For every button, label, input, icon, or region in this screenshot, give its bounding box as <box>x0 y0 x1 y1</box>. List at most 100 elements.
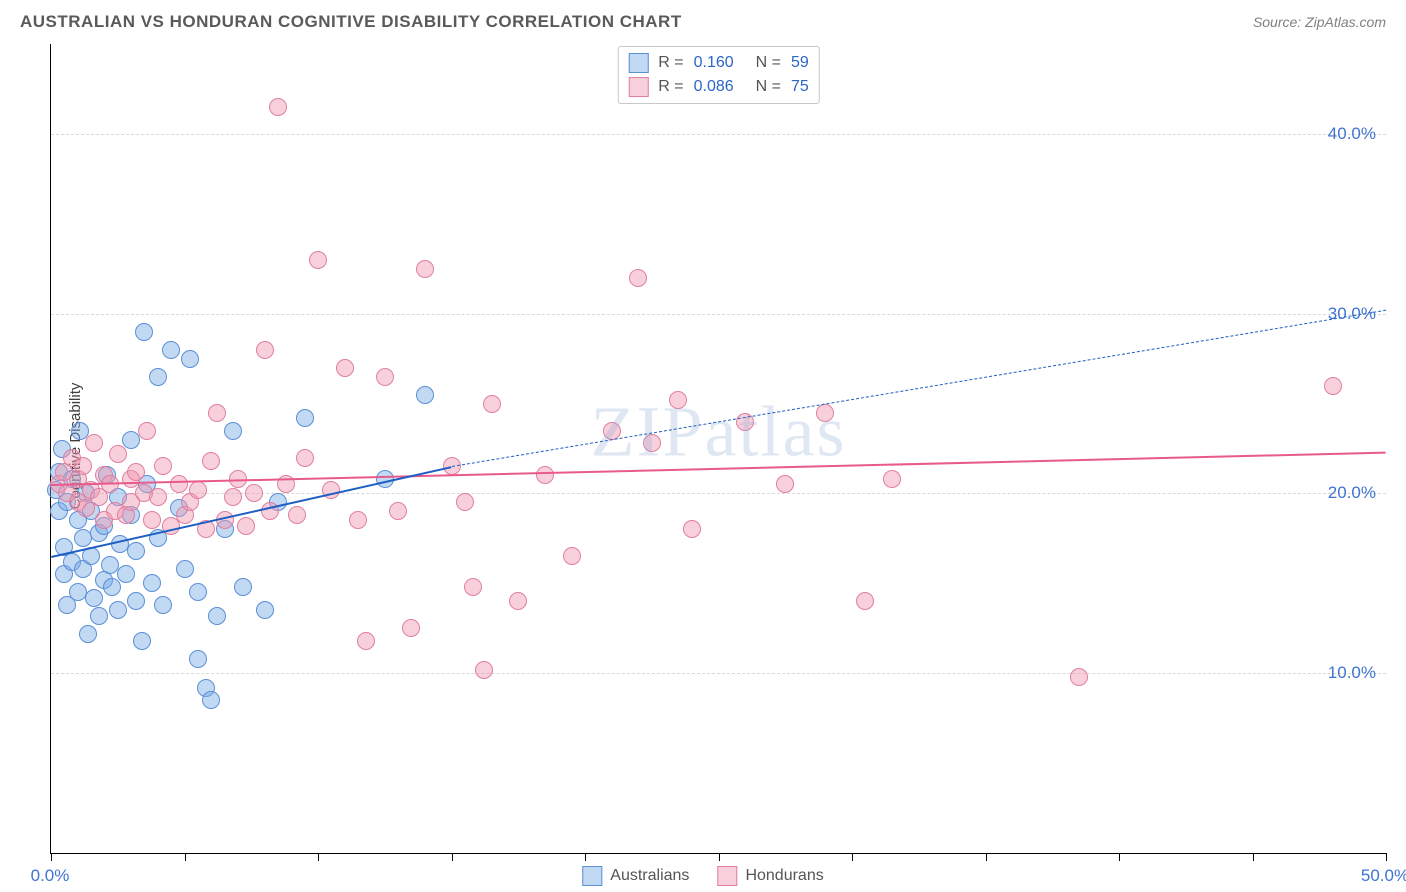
point-hondurans <box>402 619 420 637</box>
point-australians <box>90 607 108 625</box>
point-australians <box>154 596 172 614</box>
point-hondurans <box>603 422 621 440</box>
point-australians <box>85 589 103 607</box>
series-legend-item: Australians <box>582 866 689 886</box>
grid-line <box>51 314 1386 315</box>
y-tick-label: 40.0% <box>1328 124 1376 144</box>
point-hondurans <box>237 517 255 535</box>
point-hondurans <box>629 269 647 287</box>
point-australians <box>109 601 127 619</box>
point-hondurans <box>127 463 145 481</box>
point-hondurans <box>74 457 92 475</box>
x-tick <box>986 853 987 861</box>
point-australians <box>416 386 434 404</box>
point-hondurans <box>389 502 407 520</box>
point-australians <box>149 368 167 386</box>
x-tick <box>318 853 319 861</box>
point-hondurans <box>224 488 242 506</box>
chart-area: ZIPatlas 10.0%20.0%30.0%40.0% R =0.160N … <box>50 44 1386 854</box>
point-hondurans <box>288 506 306 524</box>
point-hondurans <box>1070 668 1088 686</box>
y-tick-label: 10.0% <box>1328 663 1376 683</box>
point-hondurans <box>208 404 226 422</box>
point-hondurans <box>109 445 127 463</box>
legend-label: Hondurans <box>745 867 823 885</box>
point-australians <box>234 578 252 596</box>
point-hondurans <box>245 484 263 502</box>
point-hondurans <box>296 449 314 467</box>
point-australians <box>296 409 314 427</box>
grid-line <box>51 673 1386 674</box>
trend-line-hondurans <box>51 452 1386 486</box>
legend-swatch <box>582 866 602 886</box>
point-australians <box>135 323 153 341</box>
point-australians <box>122 431 140 449</box>
y-tick-label: 30.0% <box>1328 304 1376 324</box>
point-australians <box>127 592 145 610</box>
point-australians <box>189 583 207 601</box>
point-hondurans <box>883 470 901 488</box>
point-australians <box>256 601 274 619</box>
point-australians <box>202 691 220 709</box>
point-hondurans <box>683 520 701 538</box>
point-hondurans <box>483 395 501 413</box>
point-hondurans <box>563 547 581 565</box>
point-hondurans <box>336 359 354 377</box>
point-hondurans <box>669 391 687 409</box>
point-hondurans <box>509 592 527 610</box>
chart-title: AUSTRALIAN VS HONDURAN COGNITIVE DISABIL… <box>20 12 682 32</box>
n-label: N = <box>756 78 781 96</box>
point-australians <box>224 422 242 440</box>
x-tick <box>51 853 52 861</box>
point-hondurans <box>475 661 493 679</box>
point-hondurans <box>536 466 554 484</box>
point-hondurans <box>269 98 287 116</box>
n-value: 75 <box>791 78 809 96</box>
source-label: Source: ZipAtlas.com <box>1253 14 1386 30</box>
point-hondurans <box>456 493 474 511</box>
point-hondurans <box>1324 377 1342 395</box>
stats-legend: R =0.160N =59R =0.086N =75 <box>617 46 819 104</box>
x-tick <box>585 853 586 861</box>
stats-legend-row: R =0.160N =59 <box>628 51 808 75</box>
x-tick <box>852 853 853 861</box>
legend-swatch <box>717 866 737 886</box>
x-tick <box>1386 853 1387 861</box>
point-australians <box>133 632 151 650</box>
point-hondurans <box>643 434 661 452</box>
r-label: R = <box>658 78 683 96</box>
point-australians <box>162 341 180 359</box>
point-hondurans <box>154 457 172 475</box>
legend-swatch <box>628 77 648 97</box>
point-australians <box>143 574 161 592</box>
trend-line-australians-extrap <box>452 310 1387 467</box>
point-hondurans <box>170 475 188 493</box>
series-legend: Australians Hondurans <box>582 866 823 886</box>
point-hondurans <box>202 452 220 470</box>
point-hondurans <box>357 632 375 650</box>
point-hondurans <box>138 422 156 440</box>
x-tick <box>185 853 186 861</box>
series-legend-item: Hondurans <box>717 866 823 886</box>
x-tick <box>452 853 453 861</box>
point-hondurans <box>256 341 274 359</box>
r-value: 0.160 <box>694 54 746 72</box>
point-hondurans <box>416 260 434 278</box>
legend-label: Australians <box>610 867 689 885</box>
point-australians <box>208 607 226 625</box>
y-tick-label: 20.0% <box>1328 483 1376 503</box>
point-hondurans <box>776 475 794 493</box>
x-tick <box>1119 853 1120 861</box>
x-tick-label: 50.0% <box>1361 866 1406 886</box>
point-australians <box>79 625 97 643</box>
point-hondurans <box>309 251 327 269</box>
point-hondurans <box>143 511 161 529</box>
point-australians <box>127 542 145 560</box>
point-australians <box>117 565 135 583</box>
point-hondurans <box>856 592 874 610</box>
x-tick <box>1253 853 1254 861</box>
n-label: N = <box>756 54 781 72</box>
point-hondurans <box>816 404 834 422</box>
point-hondurans <box>349 511 367 529</box>
point-hondurans <box>85 434 103 452</box>
